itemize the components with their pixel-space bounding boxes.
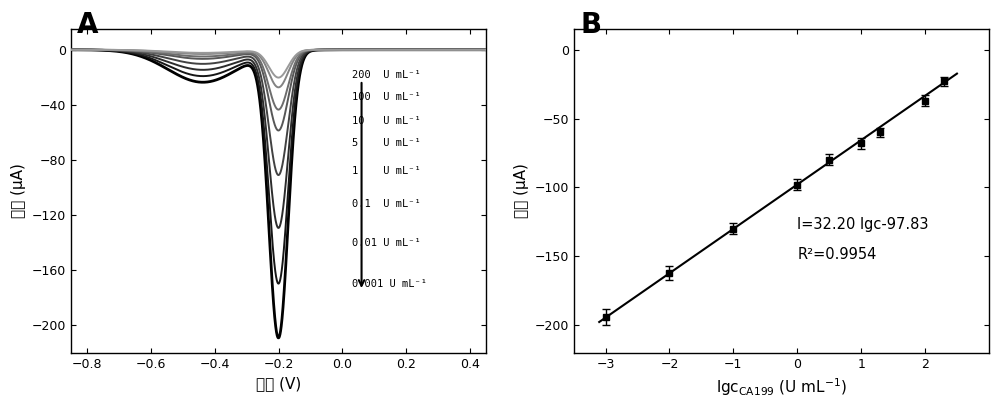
Y-axis label: 电流 (μA): 电流 (μA) xyxy=(11,164,26,218)
Text: 0.001 U mL⁻¹: 0.001 U mL⁻¹ xyxy=(352,279,427,289)
X-axis label: lgc$_{\mathrm{CA199}}$ (U mL$^{-1}$): lgc$_{\mathrm{CA199}}$ (U mL$^{-1}$) xyxy=(716,376,847,398)
Text: B: B xyxy=(580,11,601,39)
X-axis label: 电位 (V): 电位 (V) xyxy=(256,376,301,391)
Text: 100  U mL⁻¹: 100 U mL⁻¹ xyxy=(352,92,421,101)
Y-axis label: 电流 (μA): 电流 (μA) xyxy=(514,164,529,218)
Text: 10   U mL⁻¹: 10 U mL⁻¹ xyxy=(352,117,421,126)
Text: R²=0.9954: R²=0.9954 xyxy=(797,247,877,262)
Text: I=32.20 lgc-97.83: I=32.20 lgc-97.83 xyxy=(797,217,929,232)
Text: 0.1  U mL⁻¹: 0.1 U mL⁻¹ xyxy=(352,199,421,209)
Text: 200  U mL⁻¹: 200 U mL⁻¹ xyxy=(352,70,421,79)
Text: A: A xyxy=(77,11,99,39)
Text: 0.01 U mL⁻¹: 0.01 U mL⁻¹ xyxy=(352,238,421,247)
Text: 5    U mL⁻¹: 5 U mL⁻¹ xyxy=(352,138,421,148)
Text: 1    U mL⁻¹: 1 U mL⁻¹ xyxy=(352,166,421,176)
